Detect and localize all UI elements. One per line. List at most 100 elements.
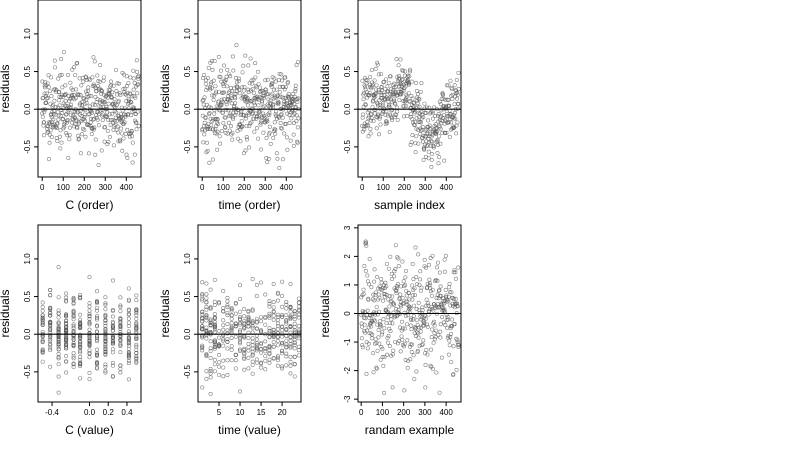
data-point bbox=[447, 103, 452, 108]
data-point bbox=[225, 67, 230, 72]
data-point bbox=[245, 98, 250, 103]
data-point bbox=[245, 103, 250, 108]
data-point bbox=[71, 324, 76, 329]
data-point bbox=[385, 120, 390, 125]
data-point bbox=[436, 260, 441, 265]
data-point bbox=[396, 256, 401, 261]
data-point bbox=[455, 92, 460, 97]
data-point bbox=[295, 140, 300, 145]
data-point bbox=[429, 152, 434, 157]
data-point bbox=[229, 321, 234, 326]
data-point bbox=[103, 368, 108, 373]
data-point bbox=[62, 124, 67, 129]
data-point bbox=[398, 304, 403, 309]
data-point bbox=[280, 115, 285, 120]
data-point bbox=[360, 345, 365, 350]
data-point bbox=[246, 324, 251, 329]
data-point bbox=[126, 311, 131, 316]
data-point bbox=[125, 127, 130, 132]
data-point bbox=[238, 347, 243, 352]
data-point bbox=[87, 93, 92, 98]
data-point bbox=[69, 102, 74, 107]
data-point bbox=[130, 140, 135, 145]
data-point bbox=[126, 316, 131, 321]
data-point bbox=[208, 349, 213, 354]
data-point bbox=[280, 349, 285, 354]
data-point bbox=[246, 348, 251, 353]
data-point bbox=[64, 313, 69, 318]
data-point bbox=[259, 118, 264, 123]
data-point bbox=[392, 81, 397, 86]
data-point bbox=[78, 294, 83, 299]
data-point bbox=[231, 116, 236, 121]
data-point bbox=[228, 74, 233, 79]
data-point bbox=[409, 79, 414, 84]
data-point bbox=[200, 335, 205, 340]
data-point bbox=[128, 75, 133, 80]
data-point bbox=[430, 327, 435, 332]
data-point bbox=[103, 326, 108, 331]
data-point bbox=[432, 323, 437, 328]
data-point bbox=[377, 284, 382, 289]
data-point bbox=[120, 131, 125, 136]
data-point bbox=[94, 351, 99, 356]
data-point bbox=[288, 104, 293, 109]
data-point bbox=[259, 280, 264, 285]
data-point bbox=[441, 96, 446, 101]
data-point bbox=[106, 101, 111, 106]
data-point bbox=[422, 101, 427, 106]
data-point bbox=[379, 280, 384, 285]
data-point bbox=[76, 136, 81, 141]
data-point bbox=[267, 357, 272, 362]
data-point bbox=[73, 95, 78, 100]
data-point bbox=[56, 324, 61, 329]
data-point bbox=[456, 102, 461, 107]
data-point bbox=[412, 122, 417, 127]
y-axis-label: residuals bbox=[158, 64, 172, 112]
data-point bbox=[275, 321, 280, 326]
data-point bbox=[418, 269, 423, 274]
data-point bbox=[386, 96, 391, 101]
data-point bbox=[71, 317, 76, 322]
data-point bbox=[78, 324, 83, 329]
data-point bbox=[110, 278, 115, 283]
data-point bbox=[429, 134, 434, 139]
data-point bbox=[48, 313, 53, 318]
data-point bbox=[379, 277, 384, 282]
x-tick-label: 200 bbox=[397, 408, 411, 417]
x-tick-label: 100 bbox=[376, 408, 390, 417]
data-point bbox=[87, 377, 92, 382]
data-point bbox=[259, 365, 264, 370]
data-point bbox=[424, 144, 429, 149]
data-point bbox=[233, 311, 238, 316]
data-point bbox=[443, 322, 448, 327]
data-point bbox=[296, 300, 301, 305]
data-point bbox=[103, 351, 108, 356]
data-point bbox=[64, 319, 69, 324]
data-point bbox=[205, 85, 210, 90]
data-point bbox=[403, 96, 408, 101]
data-point bbox=[417, 282, 422, 287]
data-point bbox=[41, 133, 46, 138]
data-point bbox=[129, 129, 134, 134]
data-point bbox=[267, 311, 272, 316]
data-point bbox=[421, 133, 426, 138]
data-point bbox=[238, 322, 243, 327]
scatter-points bbox=[40, 50, 141, 168]
data-point bbox=[53, 87, 58, 92]
data-point bbox=[409, 349, 414, 354]
data-point bbox=[223, 131, 228, 136]
x-axis-label: time (order) bbox=[218, 198, 280, 212]
data-point bbox=[284, 319, 289, 324]
data-point bbox=[250, 308, 255, 313]
data-point bbox=[296, 315, 301, 320]
data-point bbox=[40, 313, 45, 318]
data-point bbox=[446, 120, 451, 125]
data-point bbox=[110, 90, 115, 95]
data-point bbox=[383, 122, 388, 127]
data-point bbox=[58, 128, 63, 133]
data-point bbox=[212, 344, 217, 349]
data-point bbox=[258, 120, 263, 125]
